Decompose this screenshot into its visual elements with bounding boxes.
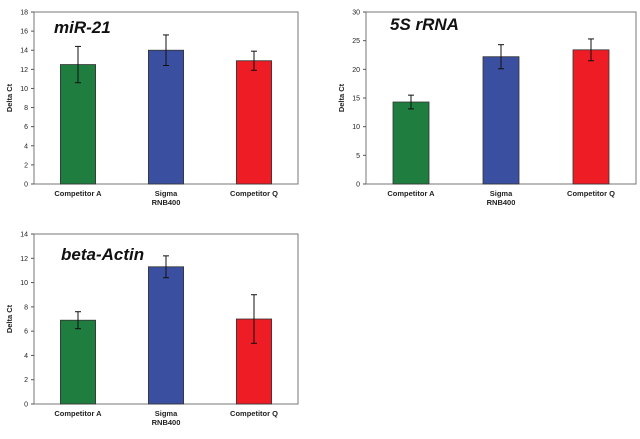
x-category-label: Competitor A: [387, 189, 435, 198]
x-category-label: Competitor Q: [230, 409, 278, 418]
y-tick-label: 15: [352, 96, 360, 103]
x-category-label: RNB400: [152, 418, 181, 427]
x-category-label: RNB400: [152, 198, 181, 207]
y-tick-label: 25: [352, 38, 360, 45]
bar: [235, 60, 272, 185]
chart-title: 5S rRNA: [390, 15, 459, 34]
x-category-label: Sigma: [155, 409, 178, 418]
y-tick-label: 0: [24, 182, 28, 189]
y-axis-label: Delta Ct: [337, 83, 346, 112]
y-tick-label: 10: [352, 124, 360, 131]
bar: [482, 56, 520, 185]
x-category-label: Competitor A: [54, 409, 102, 418]
y-tick-label: 14: [20, 232, 28, 239]
chart-5s-rrna: 0 5 10 15 20 25 30 Delta Ct Competitor A SigmaRNB…: [337, 10, 637, 207]
y-tick-label: 6: [24, 329, 28, 336]
chart-mir21: 0 2 4 6 8 10 12 14 16 18 Delta Ct Competitor A Sigma…: [5, 10, 299, 207]
y-tick-label: 8: [24, 105, 28, 112]
y-tick-label: 10: [20, 280, 28, 287]
y-tick-label: 20: [352, 67, 360, 74]
chart-beta-actin: 0 2 4 6 8 10 12 14 Delta Ct Competitor A SigmaRNB4…: [5, 232, 299, 427]
y-axis-label: Delta Ct: [5, 304, 14, 333]
y-tick-label: 10: [20, 86, 28, 93]
x-category-label: Sigma: [490, 189, 513, 198]
x-category-label: Competitor A: [54, 189, 102, 198]
y-tick-label: 30: [352, 10, 360, 17]
y-tick-label: 18: [20, 10, 28, 17]
chart-title: miR-21: [54, 18, 111, 37]
y-axis-label: Delta Ct: [5, 83, 14, 112]
y-tick-label: 2: [24, 162, 28, 169]
y-tick-label: 2: [24, 377, 28, 384]
y-tick-label: 8: [24, 304, 28, 311]
chart-title: beta-Actin: [61, 245, 144, 264]
y-tick-label: 0: [24, 402, 28, 409]
bar: [572, 49, 610, 185]
x-category-label: Competitor Q: [567, 189, 615, 198]
x-category-label: Competitor Q: [230, 189, 278, 198]
y-tick-label: 12: [20, 256, 28, 263]
bar: [392, 101, 430, 185]
x-category-label: RNB400: [487, 198, 516, 207]
bar: [60, 64, 97, 185]
y-tick-label: 6: [24, 124, 28, 131]
x-category-label: Sigma: [155, 189, 178, 198]
bar: [147, 49, 184, 185]
y-tick-label: 0: [356, 182, 360, 189]
bar: [147, 266, 184, 405]
y-tick-label: 5: [356, 153, 360, 160]
y-tick-label: 12: [20, 67, 28, 74]
y-tick-label: 16: [20, 29, 28, 36]
y-tick-label: 4: [24, 143, 28, 150]
y-tick-label: 4: [24, 353, 28, 360]
bar: [60, 319, 97, 405]
y-tick-label: 14: [20, 48, 28, 55]
